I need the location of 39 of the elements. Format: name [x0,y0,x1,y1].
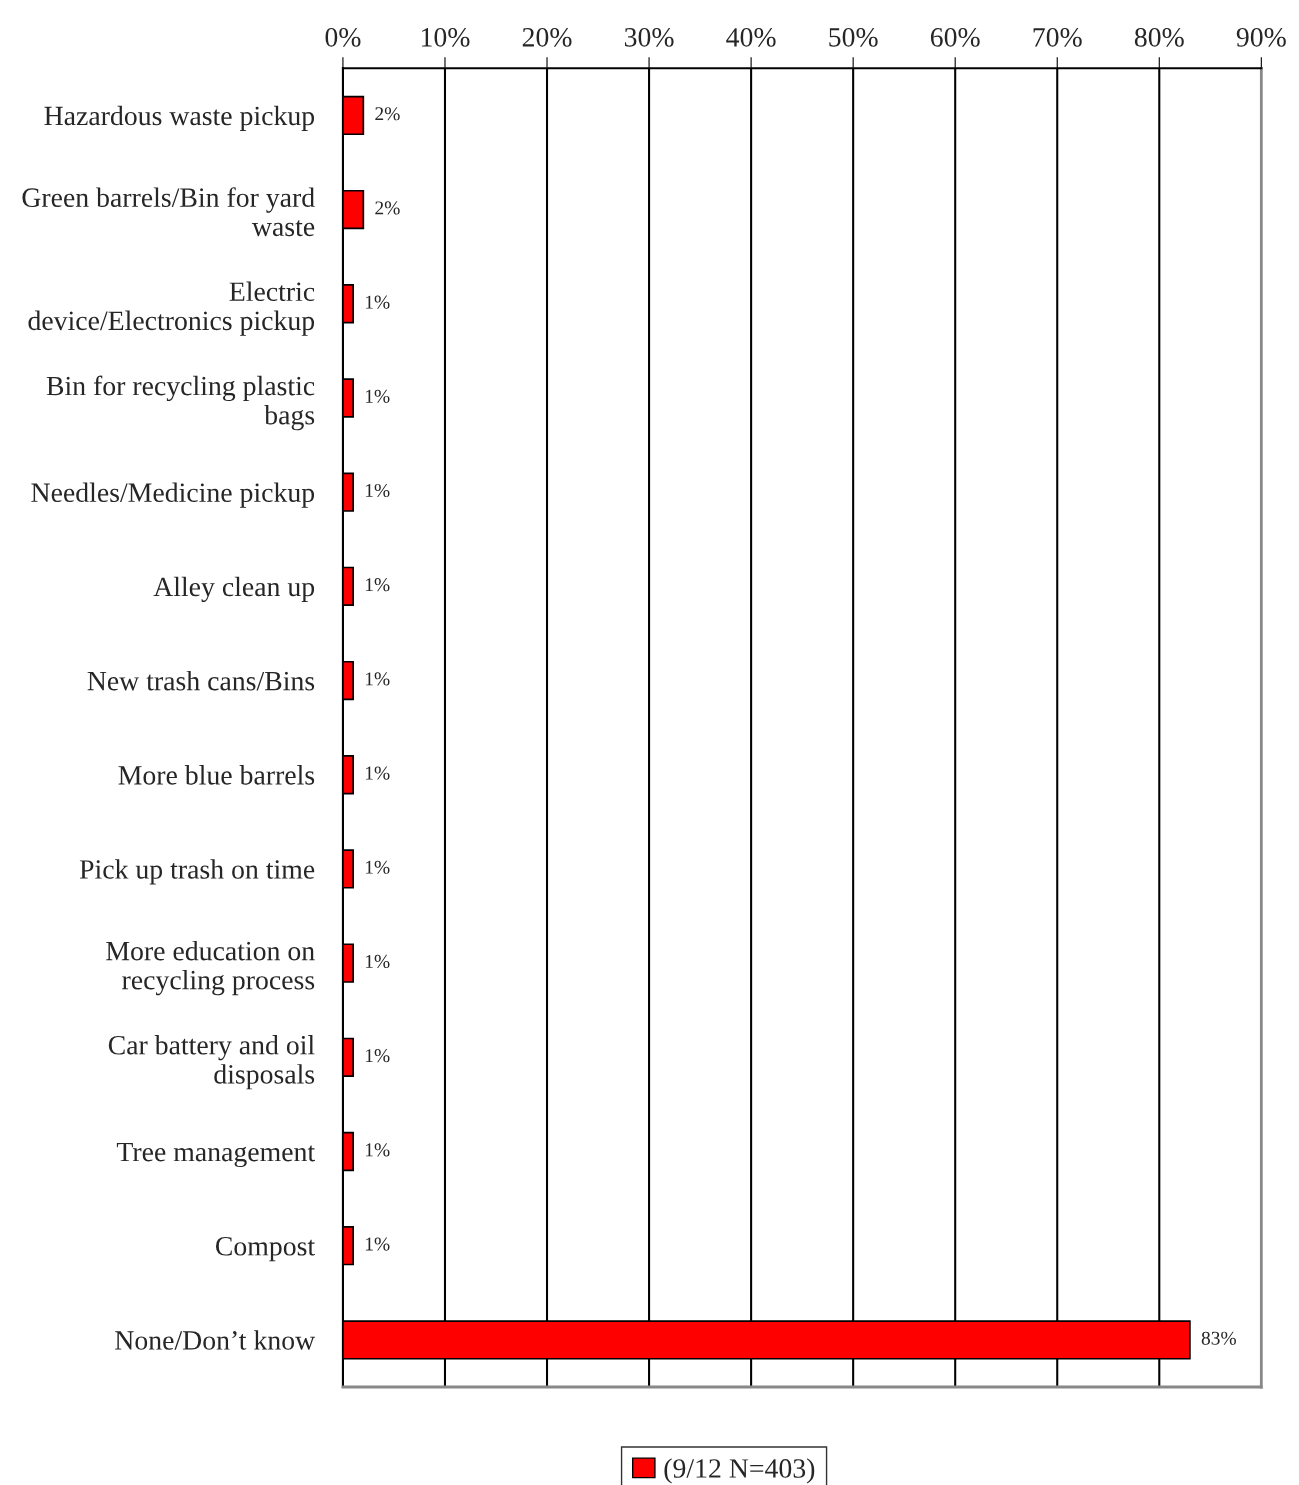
x-tick-label: 10% [421,27,470,47]
text: 1% [365,1237,390,1251]
x-tick-label: 60% [930,27,980,47]
x-tick-label: 90% [1236,27,1286,47]
x-tick-label: 30% [624,27,674,47]
x-tick-label: 20% [522,27,572,47]
text: 1% [365,389,390,403]
text: 1% [365,578,390,592]
text: 1% [365,766,390,780]
legend-label: (9/12 N=403) [664,1458,815,1484]
y-tick-label: Bin for recycling plastic bags [46,375,315,431]
y-tick-label: Compost [215,1236,315,1262]
y-tick-label: More education on recycling process [106,940,315,996]
y-tick-label: Hazardous waste pickup [44,105,315,131]
y-tick-label: Green barrels/Bin for yard waste [22,187,315,237]
text: 1% [365,672,390,686]
text: 1% [365,295,390,309]
text: 1% [365,1143,390,1157]
y-tick-label: Electric device/Electronics pickup [28,281,315,336]
text: 1% [365,860,390,874]
y-tick-label: Pick up trash on time [79,859,315,885]
x-tick-label: 0% [325,27,361,47]
y-tick-label: More blue barrels [118,765,315,785]
y-tick-label: New trash cans/Bins [87,670,315,691]
y-tick-label: None/Don’t know [115,1330,316,1350]
text: 1% [365,954,390,969]
y-tick-label: Alley clean up [153,576,315,602]
text: 1% [365,1049,390,1063]
y-tick-label: Tree management [116,1142,315,1168]
x-tick-label: 70% [1033,27,1082,47]
text: 83% [1201,1331,1236,1345]
x-tick-label: 80% [1134,27,1184,47]
x-tick-label: 50% [829,27,878,47]
y-tick-label: Car battery and oil disposals [108,1035,315,1090]
y-tick-label: Needles/Medicine pickup [31,482,315,508]
text: 2% [375,107,400,121]
text: 2% [375,201,400,215]
x-tick-label: 40% [726,27,776,47]
text: 1% [365,483,390,498]
